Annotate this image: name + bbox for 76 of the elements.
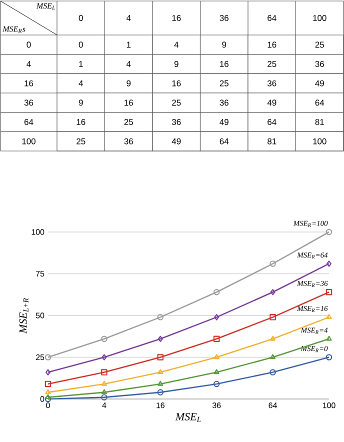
data-label: 16 [220, 61, 228, 67]
y-tick-label: 64 [24, 119, 34, 125]
y-tick-label: 0 [26, 42, 31, 48]
data-label: 64 [315, 100, 324, 106]
point [270, 288, 276, 296]
data-label: 16 [172, 80, 181, 86]
data-label: 49 [315, 80, 324, 86]
data-label: 25 [220, 80, 228, 86]
point [213, 380, 220, 388]
point [158, 369, 164, 374]
data-label: 9 [174, 61, 178, 67]
y-tick-label: 4 [26, 61, 31, 67]
data-label: 36 [315, 61, 324, 67]
y-tick-label: 100 [22, 138, 36, 144]
y-tick-label: 16 [24, 80, 34, 86]
data-label: 36 [172, 119, 181, 125]
data-label: 64 [220, 138, 229, 144]
data-label: 36 [268, 80, 276, 86]
y-tick-label: 36 [24, 100, 34, 106]
point [101, 336, 108, 342]
data-label: 1 [79, 61, 83, 67]
x-tick-label: 64 [268, 15, 276, 21]
point [101, 380, 107, 386]
point [102, 354, 107, 360]
point [214, 369, 220, 374]
point [326, 288, 332, 296]
data-label: 16 [76, 119, 86, 125]
data-label: 25 [76, 138, 86, 144]
point [213, 288, 220, 296]
data-label: 36 [124, 138, 133, 144]
data-label: 0 [78, 42, 83, 48]
data-label: 49 [220, 119, 228, 125]
data-label: 25 [268, 61, 276, 67]
x-tick-label: 16 [172, 15, 181, 21]
y-axis-title: MSE$_{L+R}$ [19, 298, 28, 334]
point [214, 354, 220, 360]
data-label: 100 [313, 138, 326, 144]
point [214, 314, 220, 320]
point [270, 260, 276, 267]
data-label: 16 [124, 100, 133, 106]
data-label: 9 [222, 42, 226, 48]
point [101, 369, 108, 376]
point [44, 380, 52, 388]
point [158, 380, 164, 386]
data-label: 9 [126, 80, 131, 86]
point [158, 336, 163, 342]
data-label: 81 [268, 138, 276, 144]
x-tick-label: 36 [220, 15, 228, 21]
point [157, 354, 164, 360]
point [270, 314, 276, 320]
data-label: 16 [268, 42, 276, 48]
data-label: 25 [315, 42, 324, 48]
x-tick-label: 100 [313, 15, 326, 21]
data-label: 49 [267, 100, 276, 106]
x-tick-label: 4 [126, 15, 131, 21]
x-tick-label: 0 [78, 15, 83, 21]
data-label: 4 [78, 80, 83, 86]
data-label: 9 [78, 100, 83, 106]
x-axis-title: MSE$_{L}$ [175, 413, 201, 422]
point [270, 354, 276, 360]
point [213, 336, 220, 342]
data-label: 25 [124, 119, 133, 125]
point [270, 369, 276, 376]
data-label: 4 [126, 61, 131, 67]
point [270, 336, 276, 341]
data-label: 25 [172, 100, 181, 106]
point [101, 394, 108, 400]
data-label: 36 [220, 100, 228, 106]
data-label: 1 [126, 42, 131, 48]
data-label: 49 [172, 138, 181, 144]
point [157, 389, 164, 396]
point [157, 314, 164, 320]
data-label: 81 [315, 119, 324, 125]
point [101, 389, 107, 394]
data-label: 64 [268, 119, 276, 125]
data-label: 4 [174, 42, 178, 48]
